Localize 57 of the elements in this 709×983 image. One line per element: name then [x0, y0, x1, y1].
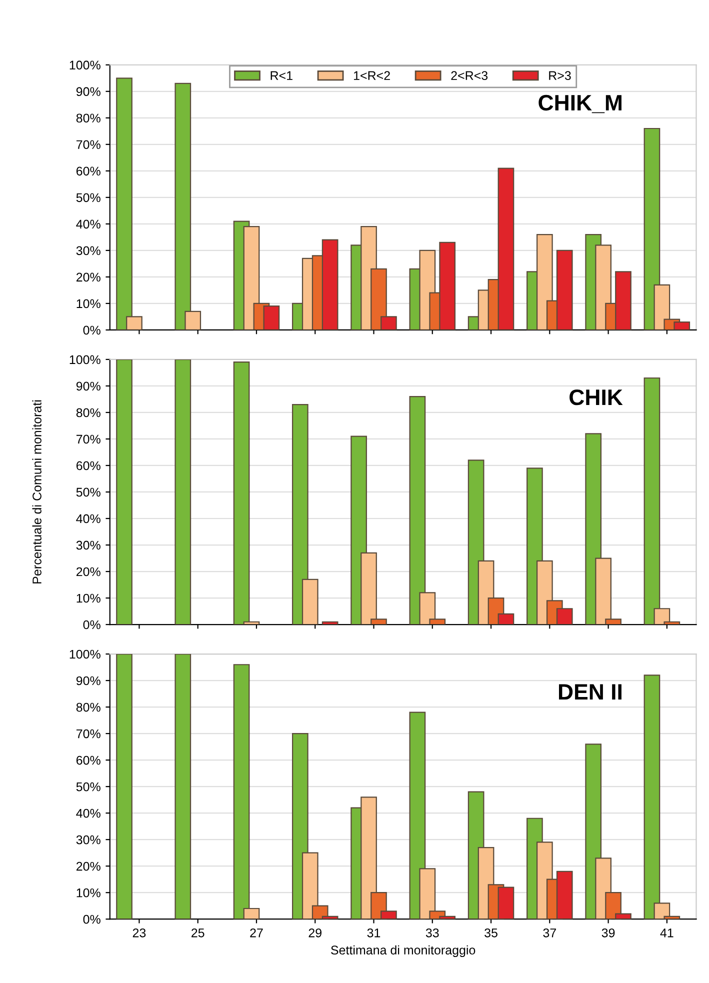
x-tick-label: 35	[484, 928, 498, 938]
legend-label: 2<R<3	[451, 71, 488, 80]
text: CHIK_M	[538, 94, 622, 114]
bar	[322, 621, 338, 625]
x-tick-label: 37	[543, 928, 556, 938]
y-tick-label: 80%	[76, 408, 100, 418]
y-tick-label: 90%	[76, 382, 100, 391]
text: DEN II	[558, 684, 622, 700]
y-tick-label: 40%	[76, 808, 100, 818]
y-tick-label: 70%	[76, 729, 100, 738]
y-tick-label: 80%	[76, 114, 100, 123]
x-tick-label: 31	[367, 928, 380, 938]
y-tick-label: 40%	[76, 514, 100, 524]
y-tick-label: 30%	[76, 246, 100, 256]
y-axis-title: Percentuale di Comuni monitorati	[32, 400, 42, 584]
y-tick-label: 20%	[76, 862, 100, 871]
y-tick-label: 30%	[76, 540, 100, 550]
y-tick-label: 90%	[76, 676, 100, 686]
bar	[116, 359, 132, 625]
y-tick-label: 60%	[76, 461, 100, 470]
bar	[116, 654, 132, 920]
y-tick-label: 70%	[76, 140, 100, 150]
y-tick-label: 50%	[76, 193, 100, 202]
y-tick-label: 90%	[76, 87, 100, 96]
y-tick-label: 10%	[76, 888, 100, 898]
text: CHIK	[570, 389, 623, 406]
legend-label: R>3	[549, 71, 571, 80]
x-tick-label: 25	[192, 928, 204, 938]
y-tick-label: 10%	[76, 299, 100, 308]
x-tick-label: 39	[602, 928, 615, 938]
y-tick-label: 100%	[70, 60, 100, 70]
y-tick-label: 20%	[76, 567, 100, 576]
legend-label: 1<R<2	[354, 71, 390, 80]
y-tick-label: 70%	[76, 434, 100, 444]
legend-label: R<1	[270, 71, 292, 80]
y-tick-label: 80%	[76, 702, 100, 712]
y-tick-label: 40%	[76, 220, 100, 229]
y-tick-label: 100%	[70, 355, 100, 364]
x-axis-title: Settimana di monitoraggio	[331, 945, 476, 957]
bar	[174, 359, 192, 625]
x-tick-label: 27	[250, 928, 263, 938]
y-tick-label: 50%	[76, 782, 100, 792]
x-tick-label: 29	[308, 928, 322, 938]
y-tick-label: 0%	[83, 326, 100, 335]
x-tick-label: 23	[132, 928, 146, 938]
y-tick-label: 0%	[83, 914, 100, 924]
bar	[174, 654, 192, 920]
y-tick-label: 30%	[76, 835, 100, 844]
y-tick-label: 60%	[76, 166, 100, 176]
y-tick-label: 10%	[76, 594, 100, 603]
y-tick-label: 60%	[76, 756, 100, 765]
y-tick-label: 0%	[83, 620, 100, 630]
y-tick-label: 100%	[70, 650, 100, 659]
x-tick-label: 33	[426, 928, 439, 938]
y-tick-label: 50%	[76, 488, 100, 497]
y-tick-label: 20%	[76, 272, 100, 282]
x-tick-label: 41	[660, 928, 674, 938]
